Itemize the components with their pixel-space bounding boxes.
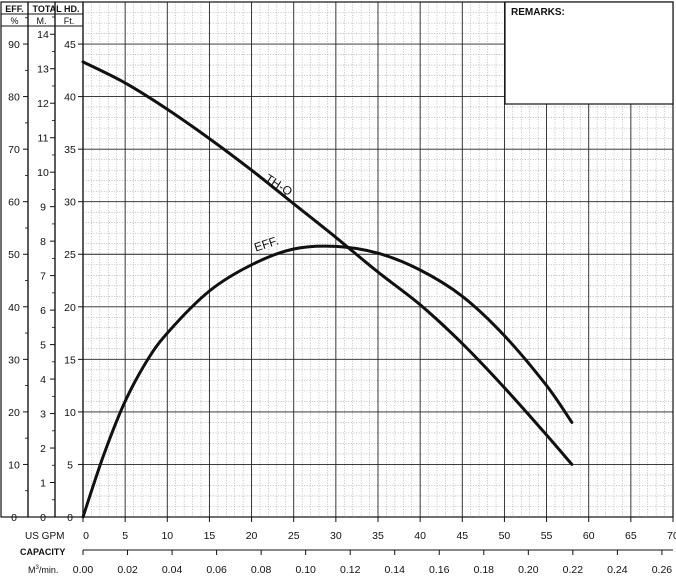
eff-tick-label: 30 (8, 354, 20, 366)
m-tick-label: 1 (40, 478, 46, 490)
ft-tick-label: 5 (67, 459, 73, 471)
gpm-tick-label: 60 (583, 530, 595, 542)
m-tick-label: 9 (40, 202, 46, 214)
total-hd-header-label: TOTAL HD. (33, 4, 80, 14)
minor-grid (83, 1, 673, 517)
us-gpm-label: US GPM (25, 531, 64, 542)
m-tick-label: 0 (40, 512, 46, 524)
eff-label: EFF. (252, 234, 280, 255)
gpm-tick-label: 5 (122, 530, 128, 542)
m-tick-label: 12 (37, 98, 49, 110)
ft-tick-label: 35 (64, 144, 76, 156)
m-tick-label: 5 (40, 340, 46, 352)
gpm-tick-label: 15 (204, 530, 216, 542)
m-unit-label: M. (37, 16, 47, 26)
ft-tick-label: 30 (64, 197, 76, 209)
ft-tick-label: 20 (64, 302, 76, 314)
eff-tick-label: 60 (8, 197, 20, 209)
gpm-tick-label: 65 (625, 530, 637, 542)
gpm-tick-label: 25 (288, 530, 300, 542)
m3-tick-label: 0.02 (117, 564, 138, 576)
th-q-label: TH-Q (263, 171, 295, 198)
m-tick-label: 3 (40, 409, 46, 421)
m3-tick-label: 0.16 (429, 564, 450, 576)
eff-tick-label: 70 (8, 144, 20, 156)
capacity-label: CAPACITY (20, 547, 65, 557)
m3-label-sup: 3 (36, 565, 40, 571)
gpm-tick-label: 35 (372, 530, 384, 542)
gpm-tick-label: 50 (499, 530, 511, 542)
remarks-title: REMARKS: (511, 7, 565, 18)
ft-tick-label: 15 (64, 354, 76, 366)
m3-label: M3/min. (28, 565, 58, 575)
gpm-tick-label: 0 (83, 530, 89, 542)
gpm-tick-label: 20 (246, 530, 258, 542)
ft-tick-label: 10 (64, 407, 76, 419)
eff-unit-label: % (10, 16, 18, 26)
m3-tick-label: 0.08 (251, 564, 272, 576)
m3-tick-label: 0.20 (518, 564, 539, 576)
eff-tick-label: 10 (8, 459, 20, 471)
gpm-tick-label: 30 (330, 530, 342, 542)
gpm-tick-label: 10 (161, 530, 173, 542)
tick-labels: 0102030405060708090012345678910111213140… (8, 29, 676, 576)
m3-tick-label: 0.00 (73, 564, 94, 576)
gpm-tick-label: 55 (541, 530, 553, 542)
m3-tick-label: 0.18 (474, 564, 495, 576)
eff-header-label: EFF. (5, 4, 24, 14)
ft-tick-label: 45 (64, 39, 76, 51)
ft-tick-label: 0 (67, 512, 73, 524)
th-q-curve (81, 60, 574, 466)
m-tick-label: 14 (37, 29, 49, 41)
axis-ticks (23, 16, 674, 555)
eff-tick-label: 0 (11, 512, 17, 524)
m3-tick-label: 0.24 (607, 564, 628, 576)
m3-tick-label: 0.12 (340, 564, 361, 576)
m3-tick-label: 0.14 (385, 564, 406, 576)
remarks-box (504, 1, 674, 105)
eff-tick-label: 50 (8, 249, 20, 261)
m-tick-label: 2 (40, 443, 46, 455)
m-tick-label: 4 (40, 374, 46, 386)
ft-tick-label: 40 (64, 92, 76, 104)
m3-tick-label: 0.06 (206, 564, 227, 576)
gpm-tick-label: 70 (667, 530, 676, 542)
m3-tick-label: 0.22 (563, 564, 584, 576)
m-tick-label: 13 (37, 64, 49, 76)
m-tick-label: 8 (40, 236, 46, 248)
m-tick-label: 11 (38, 133, 49, 145)
m-tick-label: 7 (40, 271, 46, 283)
m3-tick-label: 0.26 (652, 564, 673, 576)
eff-tick-label: 20 (8, 407, 20, 419)
ft-tick-label: 25 (64, 249, 76, 261)
gpm-tick-label: 40 (414, 530, 426, 542)
eff-tick-label: 90 (8, 39, 20, 51)
m3-label-m: M (28, 565, 36, 575)
m-axis-frame (27, 1, 56, 518)
gpm-tick-label: 45 (456, 530, 468, 542)
m-tick-label: 6 (40, 305, 46, 317)
ft-unit-label: Ft. (64, 16, 75, 26)
eff-tick-label: 80 (8, 92, 20, 104)
eff-curve (81, 244, 574, 519)
m3-tick-label: 0.10 (295, 564, 316, 576)
m-tick-label: 10 (37, 167, 49, 179)
m3-tick-label: 0.04 (162, 564, 183, 576)
m3-label-suffix: /min. (39, 565, 59, 575)
eff-tick-label: 40 (8, 302, 20, 314)
